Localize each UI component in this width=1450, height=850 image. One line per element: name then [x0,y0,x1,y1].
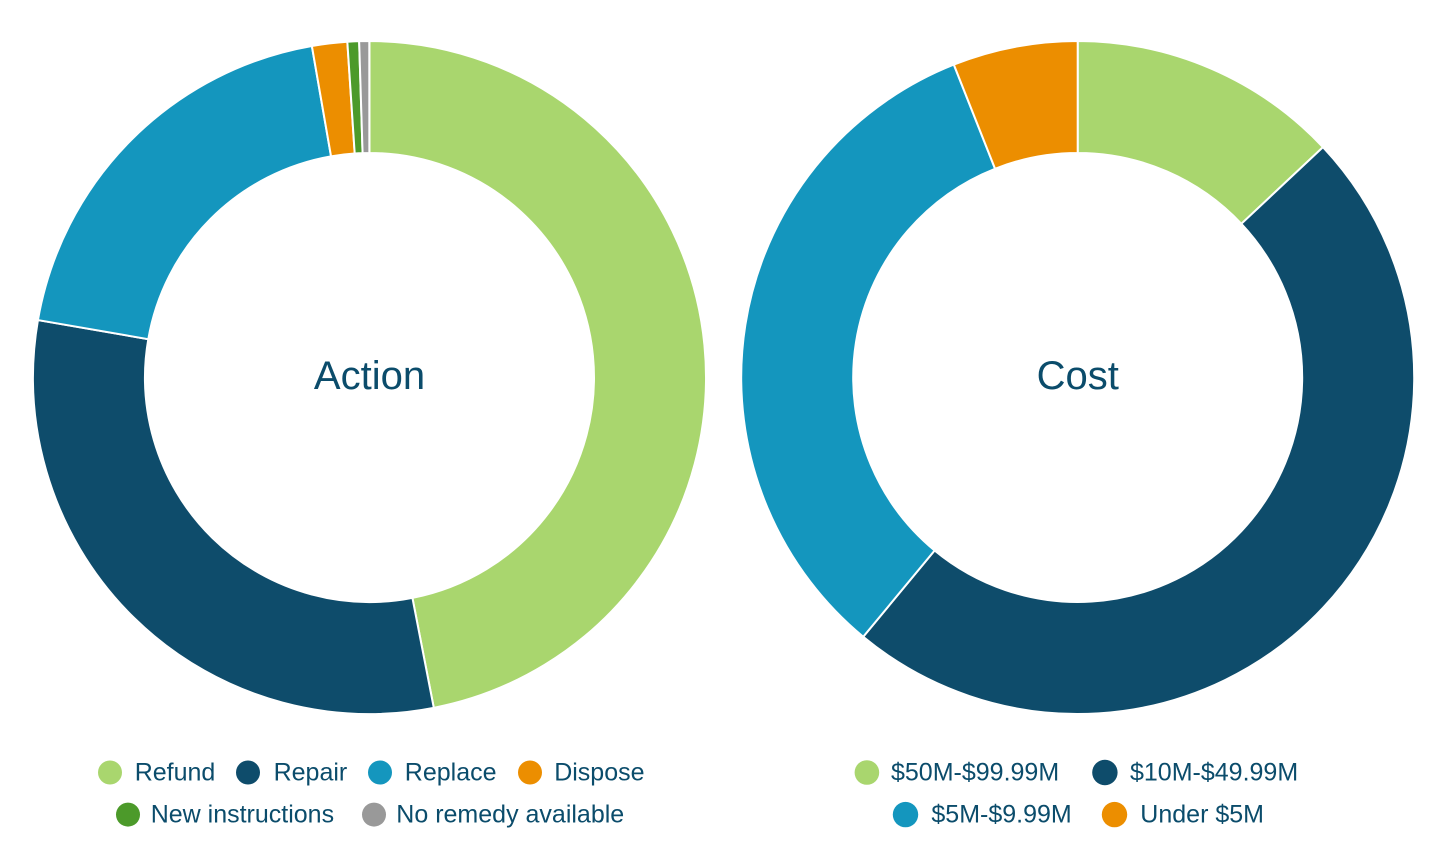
svg-text:No remedy available: No remedy available [396,801,624,829]
svg-text:Replace: Replace [405,759,497,787]
svg-text:Refund: Refund [135,759,216,787]
svg-text:Under $5M: Under $5M [1140,801,1264,829]
svg-text:$10M-$49.99M: $10M-$49.99M [1130,759,1298,787]
svg-text:$50M-$99.99M: $50M-$99.99M [891,759,1059,787]
svg-text:Dispose: Dispose [554,759,644,787]
svg-text:Cost: Cost [1037,354,1119,398]
svg-text:Action: Action [314,354,425,398]
svg-text:New instructions: New instructions [151,801,334,829]
svg-text:$5M-$9.99M: $5M-$9.99M [931,801,1071,829]
svg-text:Repair: Repair [274,759,348,787]
